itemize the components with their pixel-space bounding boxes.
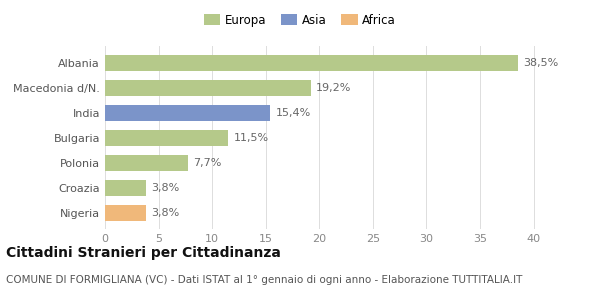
Text: 19,2%: 19,2% <box>316 83 352 93</box>
Bar <box>105 180 146 196</box>
Bar <box>105 80 311 96</box>
Text: 3,8%: 3,8% <box>151 183 179 193</box>
Text: Cittadini Stranieri per Cittadinanza: Cittadini Stranieri per Cittadinanza <box>6 246 281 260</box>
Bar <box>105 204 146 221</box>
Text: COMUNE DI FORMIGLIANA (VC) - Dati ISTAT al 1° gennaio di ogni anno - Elaborazion: COMUNE DI FORMIGLIANA (VC) - Dati ISTAT … <box>6 275 523 285</box>
Text: 15,4%: 15,4% <box>275 108 311 118</box>
Text: 11,5%: 11,5% <box>233 133 269 143</box>
Legend: Europa, Asia, Africa: Europa, Asia, Africa <box>199 9 401 31</box>
Bar <box>105 55 517 71</box>
Bar <box>105 130 228 146</box>
Text: 3,8%: 3,8% <box>151 208 179 218</box>
Bar <box>105 155 187 171</box>
Bar <box>105 105 270 121</box>
Text: 38,5%: 38,5% <box>523 58 558 68</box>
Text: 7,7%: 7,7% <box>193 158 221 168</box>
